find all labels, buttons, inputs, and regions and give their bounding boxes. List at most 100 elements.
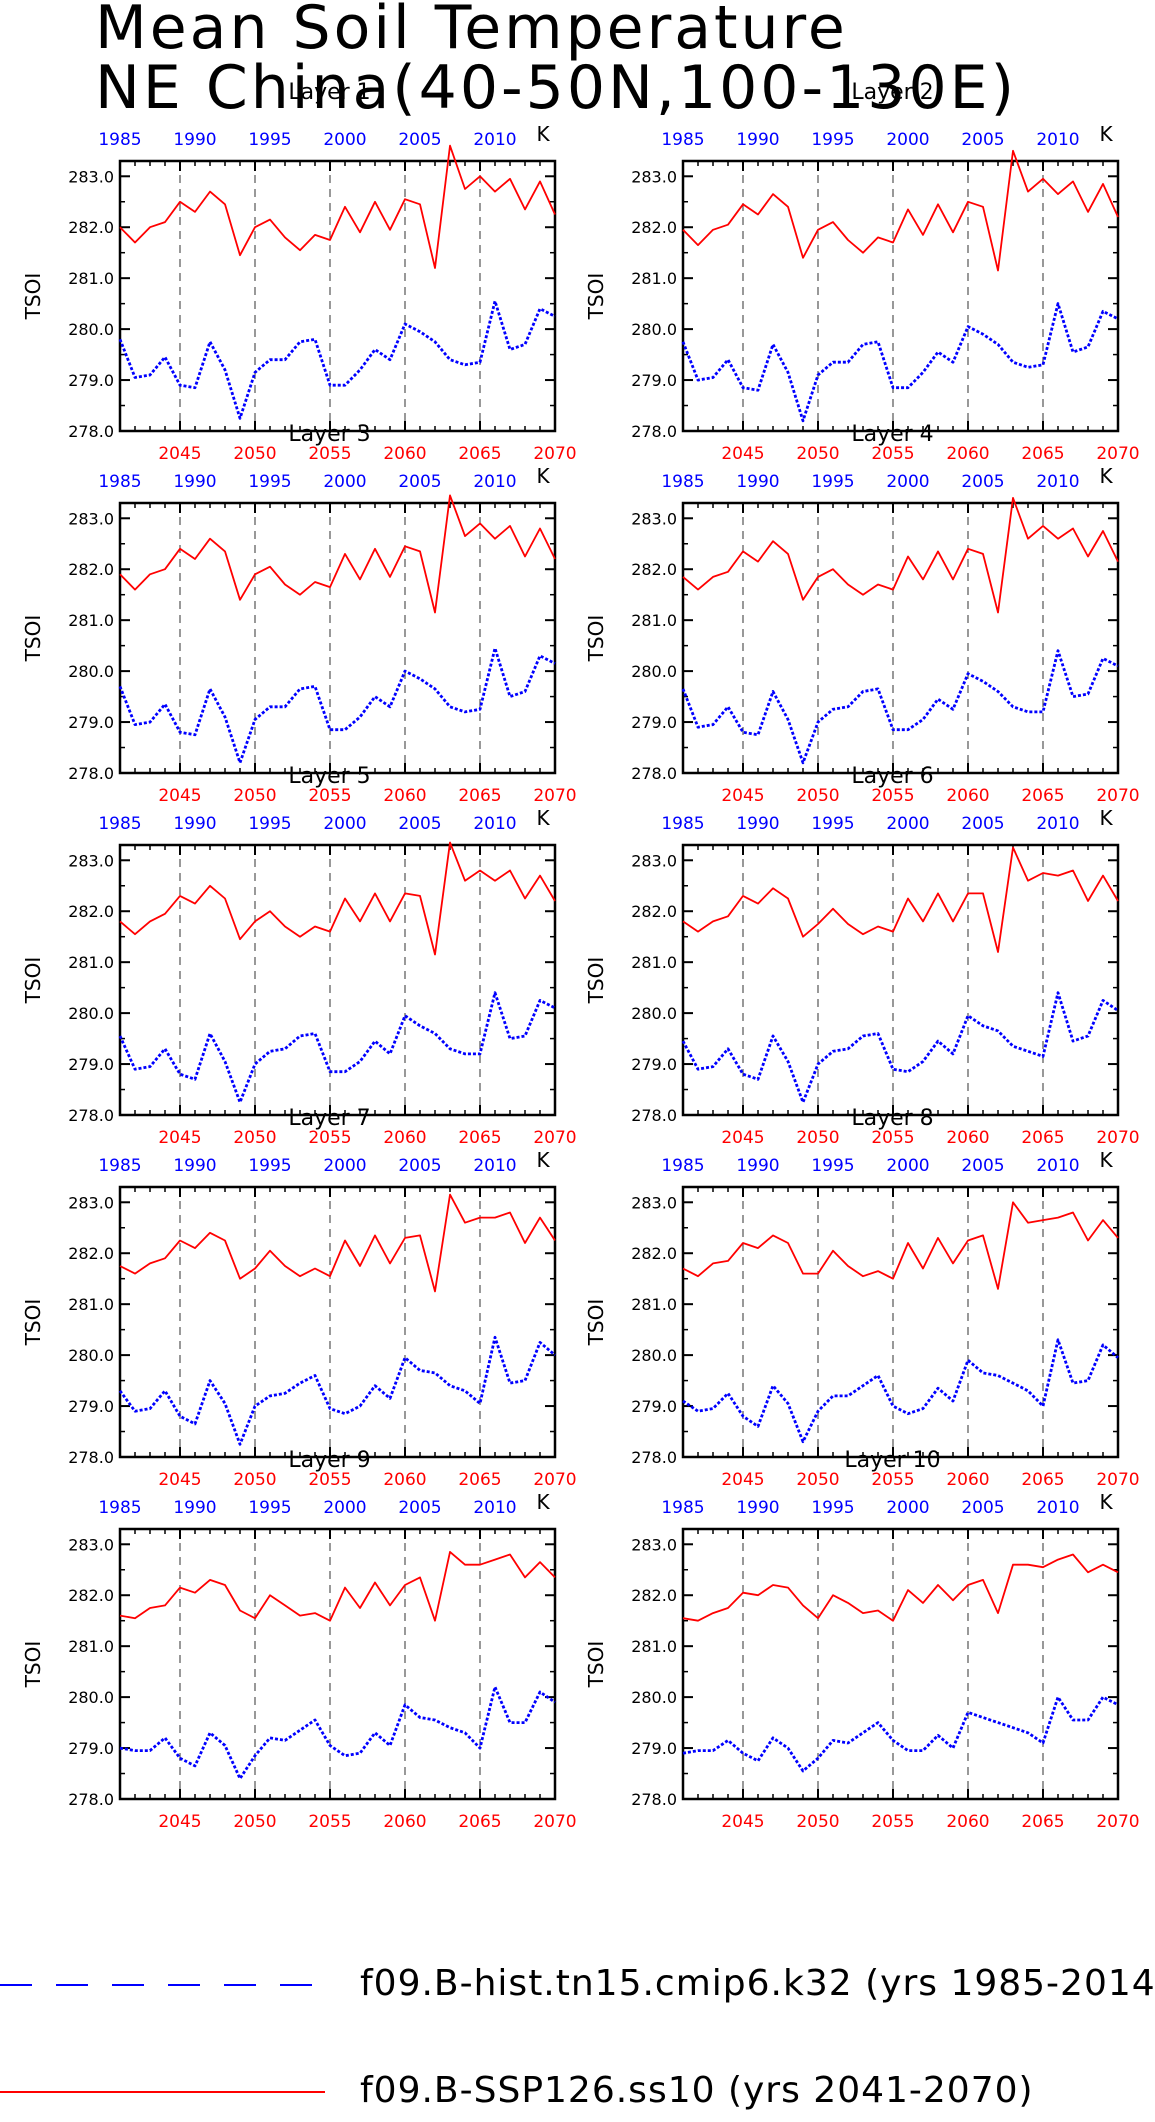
y-tick-label: 283.0 — [631, 1193, 677, 1212]
y-tick-label: 282.0 — [68, 560, 114, 579]
y-tick-label: 279.0 — [631, 1055, 677, 1074]
x-top-tick-label: 2000 — [323, 472, 366, 492]
y-tick-label: 282.0 — [631, 1244, 677, 1263]
x-bottom-tick-label: 2070 — [533, 786, 576, 806]
x-top-tick-label: 1985 — [661, 472, 704, 492]
panel-title: Layer 6 — [851, 764, 933, 789]
x-top-tick-label: 2000 — [886, 472, 929, 492]
units-label: K — [1099, 1148, 1113, 1172]
x-bottom-tick-label: 2050 — [796, 1128, 839, 1148]
y-tick-label: 278.0 — [68, 1790, 114, 1809]
x-bottom-tick-label: 2055 — [308, 786, 351, 806]
plot-frame — [681, 1527, 1120, 1801]
plot-frame — [118, 1527, 557, 1801]
x-top-tick-label: 1985 — [98, 130, 141, 150]
units-label: K — [1099, 464, 1113, 488]
y-tick-label: 279.0 — [68, 1055, 114, 1074]
y-tick-label: 281.0 — [631, 1637, 677, 1656]
y-axis-label: TSOI — [584, 1641, 608, 1689]
y-tick-label: 281.0 — [631, 953, 677, 972]
y-axis-label: TSOI — [21, 273, 45, 321]
x-top-tick-label: 2010 — [473, 814, 516, 834]
x-top-tick-label: 1990 — [173, 130, 216, 150]
x-bottom-tick-label: 2050 — [796, 1470, 839, 1490]
y-tick-label: 283.0 — [631, 167, 677, 186]
y-axis-label: TSOI — [21, 1641, 45, 1689]
x-top-tick-label: 2005 — [398, 472, 441, 492]
units-label: K — [536, 1148, 550, 1172]
x-top-tick-label: 2005 — [961, 130, 1004, 150]
x-bottom-tick-label: 2055 — [871, 786, 914, 806]
x-bottom-tick-label: 2050 — [233, 1470, 276, 1490]
x-bottom-tick-label: 2060 — [383, 786, 426, 806]
y-axis-label: TSOI — [21, 1299, 45, 1347]
units-label: K — [536, 806, 550, 830]
y-tick-label: 278.0 — [631, 1448, 677, 1467]
x-bottom-tick-label: 2050 — [233, 1812, 276, 1832]
panel-title: Layer 9 — [288, 1448, 370, 1473]
y-tick-label: 278.0 — [631, 764, 677, 783]
y-tick-label: 282.0 — [631, 218, 677, 237]
x-top-tick-label: 1995 — [811, 814, 854, 834]
x-bottom-tick-label: 2050 — [796, 1812, 839, 1832]
panel-title: Layer 2 — [851, 80, 933, 105]
panel-title: Layer 10 — [844, 1448, 940, 1473]
x-bottom-tick-label: 2070 — [1096, 444, 1139, 464]
x-bottom-tick-label: 2050 — [796, 786, 839, 806]
x-bottom-tick-label: 2070 — [533, 1470, 576, 1490]
y-axis-label: TSOI — [21, 957, 45, 1005]
x-top-tick-label: 2010 — [473, 1498, 516, 1518]
series-line-future — [119, 144, 556, 269]
units-label: K — [1099, 806, 1113, 830]
x-bottom-tick-label: 2060 — [946, 786, 989, 806]
x-top-tick-label: 1995 — [811, 130, 854, 150]
plot-frame — [118, 1185, 557, 1459]
x-bottom-tick-label: 2060 — [383, 1812, 426, 1832]
panel-title: Layer 3 — [288, 422, 370, 447]
x-top-tick-label: 1995 — [811, 472, 854, 492]
y-axis-label: TSOI — [21, 615, 45, 663]
y-tick-label: 280.0 — [631, 1004, 677, 1023]
series-line-historical — [119, 1685, 556, 1780]
series-line-future — [682, 846, 1119, 953]
legend-label-future: f09.B-SSP126.ss10 (yrs 2041-2070) — [360, 2070, 1034, 2111]
x-top-tick-label: 2000 — [886, 130, 929, 150]
y-tick-label: 283.0 — [68, 509, 114, 528]
y-tick-label: 282.0 — [68, 902, 114, 921]
x-top-tick-label: 1990 — [173, 1156, 216, 1176]
y-tick-label: 280.0 — [631, 1688, 677, 1707]
x-bottom-tick-label: 2045 — [158, 786, 201, 806]
x-bottom-tick-label: 2070 — [533, 1812, 576, 1832]
x-bottom-tick-label: 2060 — [946, 444, 989, 464]
panel-layer-10: Layer 10 K TSOI 278.0 279.0 280.0 281.0 282.0 28… — [584, 1448, 1140, 1832]
x-top-tick-label: 1985 — [98, 1156, 141, 1176]
units-label: K — [1099, 122, 1113, 146]
y-tick-label: 281.0 — [68, 269, 114, 288]
x-top-tick-label: 2005 — [961, 1498, 1004, 1518]
y-tick-label: 280.0 — [68, 1004, 114, 1023]
x-bottom-tick-label: 2045 — [721, 1128, 764, 1148]
legend-swatch-future — [0, 2091, 325, 2093]
panel-layer-6: Layer 6 K TSOI 278.0 279.0 280.0 281.0 282.0 283… — [584, 764, 1140, 1148]
x-bottom-tick-label: 2065 — [1021, 786, 1064, 806]
panel-title: Layer 7 — [288, 1106, 370, 1131]
y-tick-label: 283.0 — [68, 167, 114, 186]
x-bottom-tick-label: 2070 — [1096, 1128, 1139, 1148]
y-tick-label: 279.0 — [68, 371, 114, 390]
y-tick-label: 278.0 — [68, 1448, 114, 1467]
x-top-tick-label: 1995 — [248, 130, 291, 150]
plot-frame — [118, 501, 557, 775]
panel-layer-2: Layer 2 K TSOI 278.0 279.0 280.0 281.0 282.0 283… — [584, 80, 1140, 464]
x-top-tick-label: 2005 — [398, 814, 441, 834]
y-tick-label: 281.0 — [631, 1295, 677, 1314]
x-top-tick-label: 2005 — [961, 472, 1004, 492]
y-tick-label: 281.0 — [68, 1295, 114, 1314]
y-tick-label: 282.0 — [68, 218, 114, 237]
y-axis-label: TSOI — [584, 957, 608, 1005]
y-tick-label: 278.0 — [68, 764, 114, 783]
series-line-historical — [118, 299, 556, 420]
x-bottom-tick-label: 2065 — [458, 786, 501, 806]
x-top-tick-label: 2010 — [1036, 1156, 1079, 1176]
x-top-tick-label: 2005 — [398, 130, 441, 150]
y-tick-label: 282.0 — [631, 902, 677, 921]
